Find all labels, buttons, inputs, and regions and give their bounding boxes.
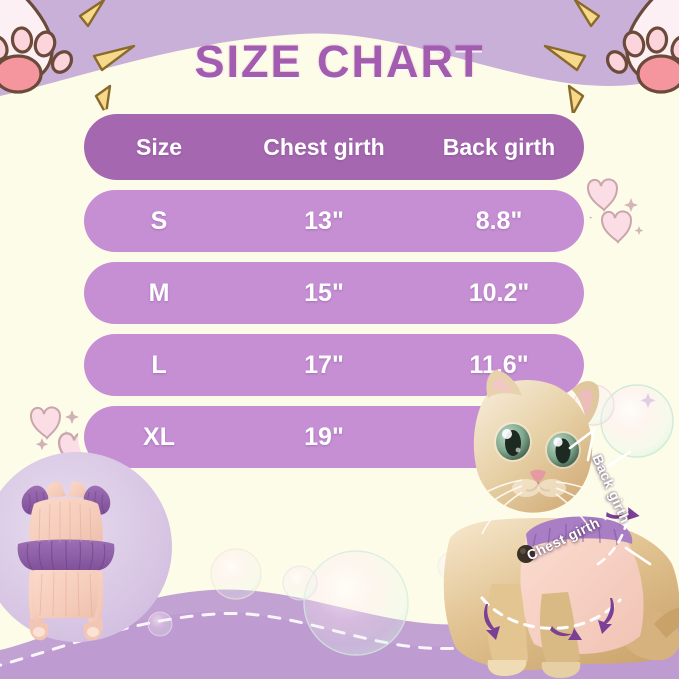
table-row: M 15" 10.2": [84, 262, 584, 324]
cell-back: 10.2": [468, 278, 530, 307]
cell-size: XL: [143, 422, 175, 451]
cell-back: 8.8": [475, 206, 523, 235]
cell-chest: 17": [304, 350, 344, 379]
cat-paw-icon: [0, 0, 136, 113]
cell-chest: 15": [304, 278, 344, 307]
cat-paw-icon: [543, 0, 679, 113]
cat-recovery-suit-illustration: [17, 481, 115, 641]
column-header-size: Size: [135, 133, 183, 160]
model-cat-photo: [443, 370, 679, 678]
cell-chest: 13": [304, 206, 344, 235]
column-header-back: Back girth: [442, 133, 556, 160]
cell-size: L: [151, 350, 167, 379]
cell-size: S: [150, 206, 168, 235]
page-title: SIZE CHART: [194, 36, 485, 87]
cell-size: M: [148, 278, 170, 307]
column-header-chest: Chest girth: [263, 133, 385, 160]
cell-chest: 19": [304, 422, 344, 451]
table-row: S 13" 8.8": [84, 190, 584, 252]
product-photo: [0, 452, 172, 652]
table-header-row: Size Chest girth Back girth: [84, 114, 584, 180]
heart-icon: [581, 178, 644, 244]
